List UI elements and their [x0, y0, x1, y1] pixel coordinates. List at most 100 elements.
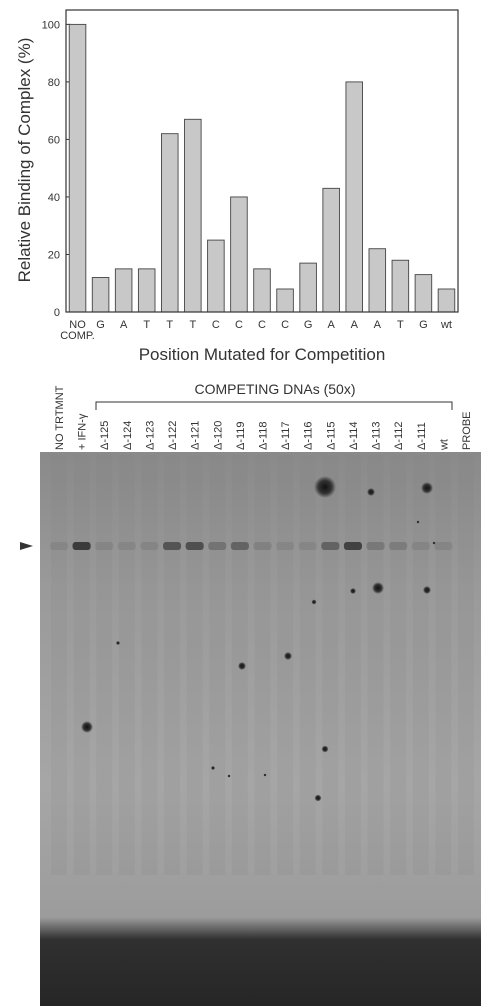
lane-label: Δ-120: [212, 421, 224, 450]
y-axis: 0 20 40 60 80 100: [42, 19, 71, 319]
complex-bands: [49, 542, 453, 550]
complex-band: [253, 542, 272, 550]
x-tick-label: C: [212, 319, 220, 331]
complex-band: [343, 542, 362, 550]
y-axis-label: Relative Binding of Complex (%): [15, 38, 34, 283]
bar: [414, 274, 433, 313]
x-tick-label: A: [351, 319, 359, 331]
bar: [161, 133, 179, 313]
lane-label: Δ-119: [235, 421, 247, 450]
lane-shade: [322, 455, 339, 875]
lane-shade: [345, 455, 361, 875]
lane-shade: [390, 455, 407, 875]
bar: [137, 268, 156, 313]
complex-band: [298, 542, 317, 550]
bar: [91, 277, 110, 313]
lane-shade: [118, 455, 135, 875]
x-tick-label: A: [374, 319, 382, 331]
lane-shade: [141, 455, 158, 875]
lane-label: Δ-111: [416, 422, 428, 450]
x-tick-label: NO COMP.: [60, 319, 95, 342]
complex-band: [49, 542, 69, 550]
x-tick-label: G: [419, 319, 428, 331]
lane-shade: [412, 455, 429, 875]
gel-header-bracket: [95, 401, 453, 410]
lane-label: wt: [438, 439, 450, 451]
x-tick-label: A: [120, 319, 128, 331]
complex-arrow-icon: [20, 542, 33, 550]
bar: [68, 23, 87, 313]
lane-label: PROBE: [461, 411, 473, 450]
y-tick-label: 0: [54, 307, 60, 319]
x-tick-label: wt: [440, 319, 452, 331]
complex-band: [185, 542, 204, 550]
gel-header: COMPETING DNAs (50x): [194, 381, 355, 397]
lane-label: Δ-123: [144, 421, 156, 450]
complex-band: [140, 542, 159, 550]
lane-shade: [299, 455, 316, 875]
bar: [345, 81, 363, 313]
bar: [253, 268, 271, 313]
x-tick-label: G: [96, 319, 105, 331]
complex-band: [434, 542, 453, 550]
complex-band: [321, 542, 340, 550]
lane-shade: [164, 455, 180, 875]
complex-band: [276, 542, 295, 550]
lane-label: Δ-112: [393, 421, 405, 450]
lane-label: Δ-125: [99, 421, 111, 450]
lane-shade: [51, 455, 67, 875]
bar: [276, 288, 294, 313]
x-tick-label: T: [189, 319, 196, 331]
bar: [230, 196, 248, 313]
lane-label: Δ-113: [371, 421, 383, 450]
complex-band: [72, 542, 91, 550]
lane-shade: [458, 455, 474, 875]
lane-shade: [209, 455, 226, 875]
lane-label: Δ-117: [280, 421, 292, 450]
y-tick-label: 100: [42, 19, 60, 31]
bar: [184, 118, 202, 313]
lane-shade: [73, 455, 90, 875]
bar: [207, 239, 225, 313]
y-tick-label: 40: [48, 192, 60, 204]
bar: [322, 187, 340, 313]
x-tick-label: T: [397, 319, 404, 331]
gel-panel: COMPETING DNAs (50x) NO TRTMNT + IFN-γ Δ-1…: [20, 381, 481, 1006]
complex-band: [389, 542, 408, 550]
complex-band: [163, 542, 182, 550]
lane-label: + IFN-γ: [77, 413, 89, 450]
lane-label: NO TRTMNT: [54, 385, 66, 450]
lane-label: Δ-122: [167, 421, 179, 450]
lane-label: Δ-115: [325, 421, 337, 450]
bar: [391, 259, 410, 313]
x-tick-label: C: [235, 319, 243, 331]
complex-band: [230, 542, 249, 550]
lane-shade: [186, 455, 203, 875]
x-tick-label: G: [304, 319, 313, 331]
x-axis-label: Position Mutated for Competition: [139, 345, 386, 364]
x-tick-label: C: [258, 319, 266, 331]
lane-label: Δ-114: [348, 421, 360, 450]
y-tick-label: 20: [48, 249, 60, 261]
x-tick-label: A: [328, 319, 336, 331]
bar: [437, 288, 456, 313]
bar: [368, 248, 387, 313]
x-tick-label: C: [281, 319, 289, 331]
complex-band: [117, 542, 136, 550]
lane-labels: NO TRTMNT + IFN-γ Δ-125 Δ-124 Δ-123 Δ-122 Δ-12…: [54, 385, 473, 451]
complex-band: [208, 542, 227, 550]
x-tick-label: T: [143, 319, 150, 331]
lane-label: Δ-118: [258, 421, 270, 450]
gel-image: [40, 452, 481, 1006]
y-tick-label: 60: [48, 134, 60, 146]
x-tick-label: T: [166, 319, 173, 331]
lane-label: Δ-121: [190, 421, 202, 450]
plot-frame: [65, 9, 459, 313]
lane-label: Δ-116: [303, 421, 315, 450]
lane-shade: [435, 455, 452, 875]
gel-speckles: [81, 476, 436, 802]
y-tick-label: 80: [48, 77, 60, 89]
lane-shade: [367, 455, 384, 875]
